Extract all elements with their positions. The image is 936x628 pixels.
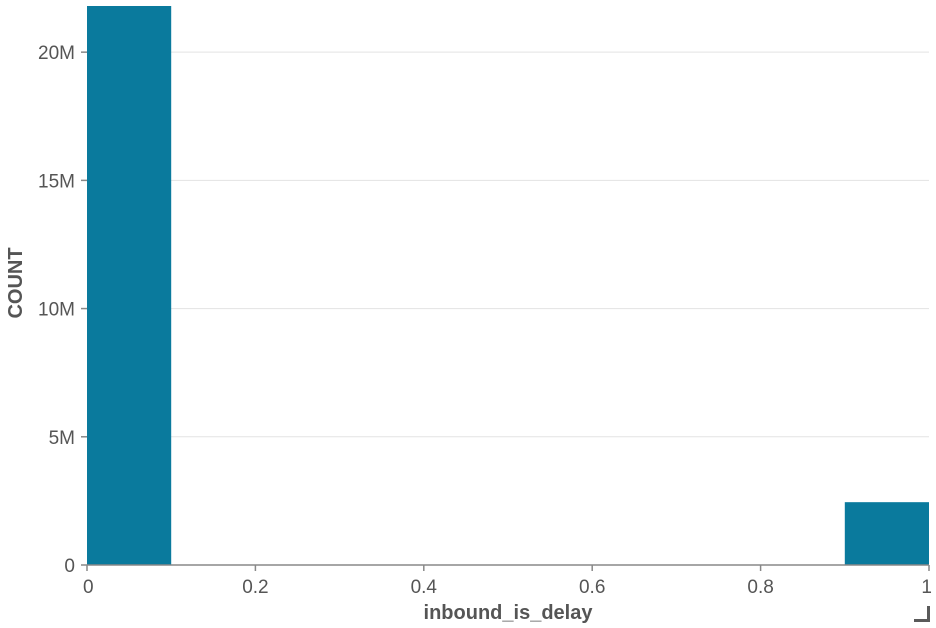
x-tick-label: 1 [921,577,932,598]
axes: 0 5M 10M 15M 20M 0 0.2 0.4 0.6 0.8 1 [38,43,932,598]
y-tick-label: 0 [64,556,75,577]
histogram-bar [87,6,172,565]
x-axis-title: inbound_is_delay [424,602,594,624]
x-tick-label: 0.6 [579,577,605,598]
x-tick-label: 0 [83,577,94,598]
gridlines [87,51,929,438]
x-tick-label: 0.4 [411,577,438,598]
bars [87,6,929,565]
y-tick-label: 15M [38,171,75,192]
y-tick-label: 10M [38,300,75,321]
histogram-bar [844,502,929,565]
y-tick-label: 5M [49,428,75,449]
y-axis-title: COUNT [5,247,27,318]
y-tick-label: 20M [38,43,75,64]
x-tick-label: 0.2 [242,577,268,598]
resize-handle[interactable] [914,606,930,622]
x-tick-label: 0.8 [747,577,773,598]
